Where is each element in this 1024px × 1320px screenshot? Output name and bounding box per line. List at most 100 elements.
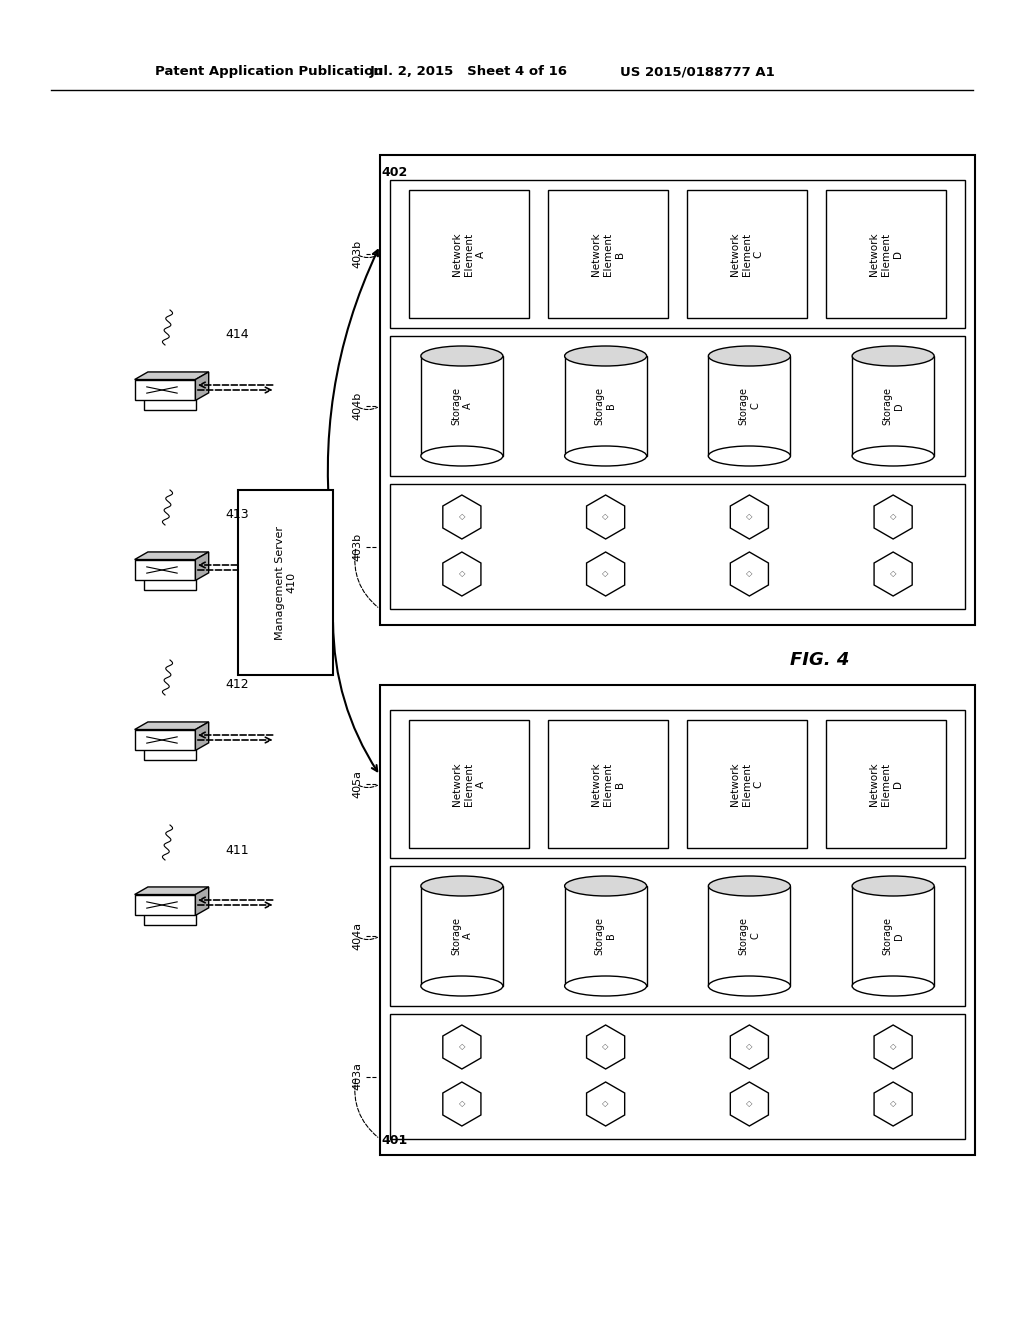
Text: ◇: ◇	[890, 1043, 896, 1052]
Bar	[564, 886, 646, 986]
Ellipse shape	[709, 876, 791, 896]
Text: Network
Element
C: Network Element C	[730, 762, 764, 805]
Text: Management Server
410: Management Server 410	[274, 525, 296, 639]
Bar	[390, 180, 965, 327]
Bar	[380, 154, 975, 624]
Bar	[548, 719, 668, 847]
Text: Network
Element
A: Network Element A	[453, 762, 485, 805]
Polygon shape	[442, 1026, 481, 1069]
Bar	[852, 886, 934, 986]
Bar	[134, 895, 196, 916]
Polygon shape	[134, 722, 209, 730]
Text: ◇: ◇	[459, 512, 465, 521]
Text: 403a: 403a	[352, 1063, 362, 1090]
Polygon shape	[874, 495, 912, 539]
Bar	[390, 1014, 965, 1139]
Ellipse shape	[564, 876, 646, 896]
Polygon shape	[730, 1026, 768, 1069]
Polygon shape	[442, 552, 481, 597]
Text: Network
Element
D: Network Element D	[869, 232, 902, 276]
Ellipse shape	[852, 346, 934, 366]
Text: ◇: ◇	[746, 1043, 753, 1052]
Polygon shape	[134, 552, 209, 560]
Text: 404a: 404a	[352, 921, 362, 950]
Text: 413: 413	[225, 508, 249, 521]
Ellipse shape	[421, 876, 503, 896]
Text: 412: 412	[225, 678, 249, 692]
Ellipse shape	[564, 346, 646, 366]
Polygon shape	[134, 372, 209, 380]
Text: 402: 402	[382, 166, 409, 180]
Text: ◇: ◇	[746, 512, 753, 521]
Text: ◇: ◇	[459, 1043, 465, 1052]
Ellipse shape	[564, 975, 646, 997]
Text: ◇: ◇	[890, 569, 896, 578]
Ellipse shape	[852, 876, 934, 896]
Bar	[390, 710, 965, 858]
Text: ◇: ◇	[890, 512, 896, 521]
Bar	[409, 719, 529, 847]
Polygon shape	[196, 722, 209, 751]
Polygon shape	[196, 372, 209, 400]
Bar	[709, 886, 791, 986]
Text: Storage
D: Storage D	[883, 387, 904, 425]
Text: 404b: 404b	[352, 392, 362, 420]
Polygon shape	[442, 495, 481, 539]
Bar	[390, 866, 965, 1006]
Bar	[421, 356, 503, 455]
Text: ◇: ◇	[602, 1043, 609, 1052]
Bar	[144, 572, 196, 590]
Polygon shape	[730, 552, 768, 597]
Polygon shape	[874, 1082, 912, 1126]
Ellipse shape	[421, 446, 503, 466]
Text: 403b: 403b	[352, 240, 362, 268]
Bar	[134, 380, 196, 400]
Bar	[709, 356, 791, 455]
Bar	[390, 484, 965, 609]
Polygon shape	[587, 495, 625, 539]
Polygon shape	[196, 887, 209, 916]
Ellipse shape	[709, 446, 791, 466]
Polygon shape	[134, 887, 209, 895]
Text: ◇: ◇	[602, 1100, 609, 1109]
Ellipse shape	[852, 975, 934, 997]
Text: ◇: ◇	[459, 569, 465, 578]
Polygon shape	[587, 1082, 625, 1126]
Text: Storage
A: Storage A	[452, 917, 473, 954]
Polygon shape	[196, 552, 209, 581]
Ellipse shape	[564, 446, 646, 466]
Text: Storage
D: Storage D	[883, 917, 904, 954]
Text: Storage
C: Storage C	[738, 917, 760, 954]
Text: Patent Application Publication: Patent Application Publication	[155, 66, 383, 78]
Bar	[548, 190, 668, 318]
Text: Storage
B: Storage B	[595, 387, 616, 425]
Ellipse shape	[852, 446, 934, 466]
Bar	[409, 190, 529, 318]
Text: ◇: ◇	[890, 1100, 896, 1109]
Polygon shape	[874, 1026, 912, 1069]
Text: ◇: ◇	[602, 512, 609, 521]
Ellipse shape	[421, 346, 503, 366]
Text: FIG. 4: FIG. 4	[791, 651, 850, 669]
Text: Network
Element
B: Network Element B	[592, 762, 625, 805]
Text: 414: 414	[225, 329, 249, 342]
Bar	[852, 356, 934, 455]
Bar	[390, 337, 965, 477]
Bar	[826, 719, 946, 847]
Bar	[144, 907, 196, 925]
Polygon shape	[442, 1082, 481, 1126]
Text: Jul. 2, 2015   Sheet 4 of 16: Jul. 2, 2015 Sheet 4 of 16	[370, 66, 568, 78]
Text: 411: 411	[225, 843, 249, 857]
Text: ◇: ◇	[602, 569, 609, 578]
Text: 401: 401	[382, 1134, 409, 1147]
Bar	[144, 392, 196, 411]
Polygon shape	[730, 495, 768, 539]
Text: 405a: 405a	[352, 770, 362, 799]
Bar	[134, 560, 196, 581]
Text: Storage
B: Storage B	[595, 917, 616, 954]
Bar	[380, 685, 975, 1155]
Polygon shape	[730, 1082, 768, 1126]
Bar	[687, 190, 807, 318]
Text: Network
Element
C: Network Element C	[730, 232, 764, 276]
Bar	[421, 886, 503, 986]
